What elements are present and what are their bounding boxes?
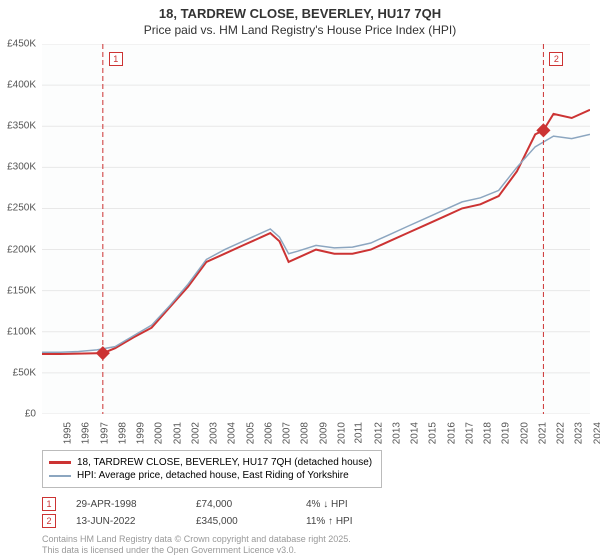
x-axis-label: 2004 (227, 422, 238, 444)
title-subtitle: Price paid vs. HM Land Registry's House … (0, 23, 600, 37)
x-axis-label: 2002 (190, 422, 201, 444)
x-axis-label: 2010 (336, 422, 347, 444)
footnote-line: This data is licensed under the Open Gov… (42, 545, 351, 556)
transaction-price: £345,000 (196, 516, 286, 527)
x-axis-label: 2009 (318, 422, 329, 444)
x-axis-label: 2005 (245, 422, 256, 444)
y-axis-label: £250K (7, 203, 36, 214)
transaction-marker: 1 (42, 497, 56, 511)
transaction-marker: 2 (42, 514, 56, 528)
x-axis-label: 2006 (263, 422, 274, 444)
x-axis-label: 2023 (574, 422, 585, 444)
x-axis-label: 2015 (428, 422, 439, 444)
title-address: 18, TARDREW CLOSE, BEVERLEY, HU17 7QH (0, 6, 600, 21)
x-axis-label: 2018 (482, 422, 493, 444)
transaction-date: 29-APR-1998 (76, 499, 176, 510)
y-axis-label: £0 (25, 409, 36, 420)
chart-marker-label: 1 (109, 52, 123, 66)
legend-label: HPI: Average price, detached house, East… (77, 470, 349, 481)
transaction-pct: 11% ↑ HPI (306, 516, 406, 527)
transaction-date: 13-JUN-2022 (76, 516, 176, 527)
legend: 18, TARDREW CLOSE, BEVERLEY, HU17 7QH (d… (42, 450, 382, 488)
x-axis-label: 1997 (99, 422, 110, 444)
legend-item: HPI: Average price, detached house, East… (49, 470, 375, 481)
legend-swatch (49, 461, 71, 464)
x-axis-label: 2014 (409, 422, 420, 444)
x-axis-label: 2022 (555, 422, 566, 444)
x-axis-label: 2011 (354, 422, 365, 444)
transaction-price: £74,000 (196, 499, 286, 510)
plot-background: 12 (42, 44, 590, 414)
x-axis-label: 2021 (537, 422, 548, 444)
chart-lines (42, 44, 590, 414)
footnote: Contains HM Land Registry data © Crown c… (42, 534, 351, 556)
y-axis-label: £200K (7, 244, 36, 255)
transactions-table: 1 29-APR-1998 £74,000 4% ↓ HPI 2 13-JUN-… (42, 494, 406, 531)
y-axis-label: £450K (7, 39, 36, 50)
y-axis-label: £100K (7, 326, 36, 337)
y-axis-label: £400K (7, 80, 36, 91)
legend-label: 18, TARDREW CLOSE, BEVERLEY, HU17 7QH (d… (77, 457, 372, 468)
x-axis-label: 1996 (81, 422, 92, 444)
transaction-row: 2 13-JUN-2022 £345,000 11% ↑ HPI (42, 514, 406, 528)
chart-container: 18, TARDREW CLOSE, BEVERLEY, HU17 7QH Pr… (0, 0, 600, 560)
x-axis-label: 2013 (391, 422, 402, 444)
x-axis-label: 1998 (117, 422, 128, 444)
x-axis-label: 2000 (154, 422, 165, 444)
transaction-pct: 4% ↓ HPI (306, 499, 406, 510)
y-axis-label: £350K (7, 121, 36, 132)
chart-marker-label: 2 (549, 52, 563, 66)
x-axis-label: 2007 (281, 422, 292, 444)
x-axis-label: 2001 (172, 422, 183, 444)
transaction-row: 1 29-APR-1998 £74,000 4% ↓ HPI (42, 497, 406, 511)
x-axis-label: 2008 (300, 422, 311, 444)
title-block: 18, TARDREW CLOSE, BEVERLEY, HU17 7QH Pr… (0, 0, 600, 41)
legend-swatch (49, 475, 71, 477)
x-axis-label: 2003 (208, 422, 219, 444)
x-axis-label: 2017 (464, 422, 475, 444)
y-axis-label: £300K (7, 162, 36, 173)
footnote-line: Contains HM Land Registry data © Crown c… (42, 534, 351, 545)
x-axis-label: 2012 (373, 422, 384, 444)
y-axis-label: £50K (13, 367, 36, 378)
legend-item: 18, TARDREW CLOSE, BEVERLEY, HU17 7QH (d… (49, 457, 375, 468)
x-axis-label: 2016 (446, 422, 457, 444)
y-axis-label: £150K (7, 285, 36, 296)
x-axis-label: 1995 (62, 422, 73, 444)
x-axis-label: 2024 (592, 422, 600, 444)
x-axis-label: 2019 (501, 422, 512, 444)
x-axis-label: 2020 (519, 422, 530, 444)
chart-area: 12 £0£50K£100K£150K£200K£250K£300K£350K£… (42, 44, 590, 414)
x-axis-label: 1999 (135, 422, 146, 444)
